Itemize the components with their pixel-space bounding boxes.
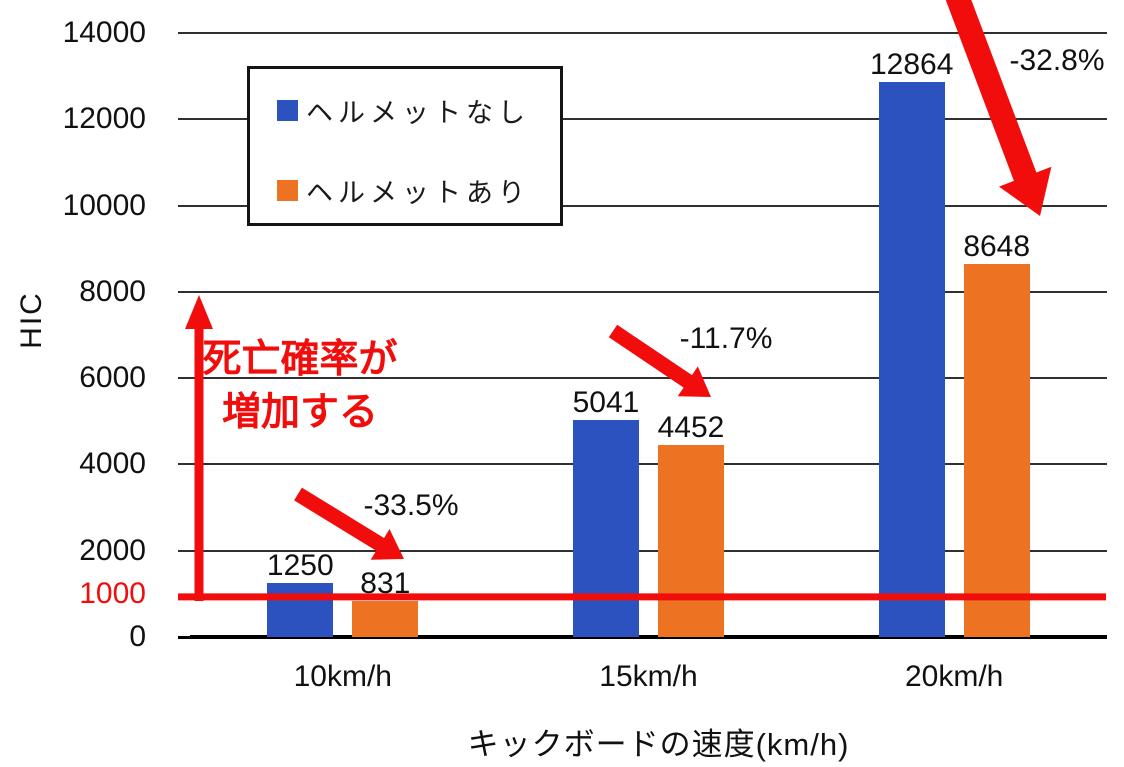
legend-swatch-no-helmet: [277, 99, 298, 121]
legend-label-with-helmet: ヘルメットあり: [306, 177, 530, 208]
legend-item-no-helmet: ヘルメットなし: [277, 96, 530, 128]
y-tick-0: [178, 636, 190, 639]
bar-no-helmet-15km/h: [573, 419, 639, 637]
gridline-8000: [190, 290, 1107, 293]
y-tick-label-8000: 8000: [79, 274, 146, 308]
bar-with-helmet-15km/h: [658, 444, 724, 637]
legend: ヘルメットなし ヘルメットあり: [247, 66, 563, 226]
x-tick-label-10km/h: 10km/h: [293, 660, 392, 693]
y-tick-10000: [178, 204, 190, 207]
percent-label-15kmh: -11.7%: [679, 322, 773, 355]
gridline-10000: [190, 204, 1107, 207]
y-tick-12000: [178, 118, 190, 121]
bar-no-helmet-10km/h: [267, 583, 334, 637]
risk-annotation-line1: 死亡確率が: [202, 338, 398, 381]
y-tick-label-4000: 4000: [79, 447, 146, 481]
legend-label-no-helmet: ヘルメットなし: [306, 97, 530, 128]
percent-label-10kmh: -33.5%: [363, 489, 459, 522]
x-axis-title: キックボードの速度(km/h): [467, 727, 850, 762]
y-tick-8000: [178, 290, 190, 293]
legend-item-with-helmet: ヘルメットあり: [277, 176, 530, 208]
percent-label-20kmh: -32.8%: [1009, 44, 1105, 77]
risk-annotation-line2: 増加する: [221, 391, 378, 434]
y-tick-6000: [178, 377, 190, 380]
x-tick-label-15km/h: 15km/h: [599, 660, 698, 693]
gridline-2000: [190, 549, 1107, 552]
y-tick-label-6000: 6000: [79, 361, 146, 395]
value-label-no-helmet-20km/h: 12864: [869, 48, 954, 81]
value-label-with-helmet-10km/h: 831: [360, 567, 411, 601]
value-label-with-helmet-20km/h: 8648: [963, 229, 1031, 263]
y-tick-label-0: 0: [129, 620, 146, 653]
bar-no-helmet-20km/h: [878, 82, 945, 637]
bar-with-helmet-20km/h: [963, 263, 1030, 637]
value-label-with-helmet-15km/h: 4452: [657, 410, 725, 444]
gridline-12000: [190, 118, 1107, 121]
bar-with-helmet-10km/h: [352, 601, 419, 637]
gridline-4000: [190, 463, 1107, 466]
gridline-14000: [190, 32, 1107, 34]
reference-line-label: 1000: [79, 576, 146, 610]
risk-increase-annotation: 死亡確率が 増加する: [192, 333, 408, 439]
x-axis-line: [190, 635, 1107, 639]
legend-swatch-with-helmet: [277, 179, 298, 201]
x-tick-label-20km/h: 20km/h: [904, 660, 1004, 693]
y-tick-2000: [178, 549, 190, 552]
y-tick-14000: [178, 32, 190, 34]
y-tick-label-2000: 2000: [79, 533, 146, 567]
y-tick-label-14000: 14000: [62, 16, 146, 49]
y-tick-4000: [178, 463, 190, 466]
y-tick-label-10000: 10000: [62, 188, 146, 222]
y-tick-label-12000: 12000: [62, 102, 146, 136]
